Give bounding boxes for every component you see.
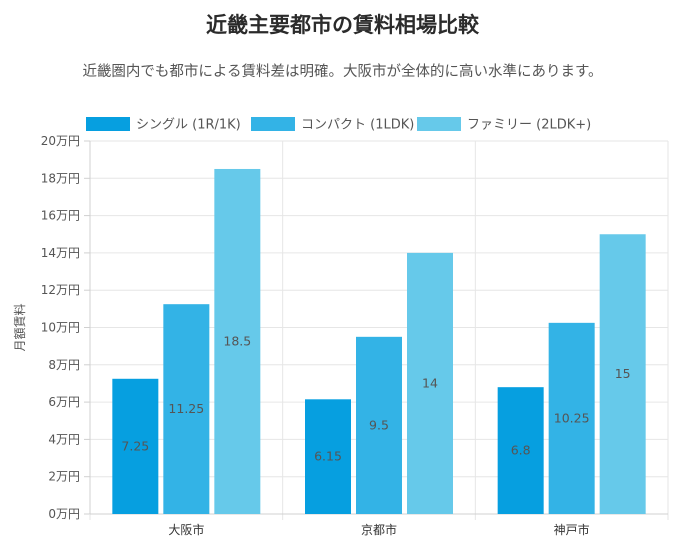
y-tick-label: 20万円	[41, 134, 80, 148]
legend-label: コンパクト (1LDK)	[301, 118, 414, 133]
x-tick-label: 京都市	[361, 522, 397, 537]
bar	[305, 399, 351, 514]
y-axis-title: 月額賃料	[12, 303, 27, 351]
y-tick-label: 2万円	[48, 470, 80, 484]
bar	[407, 252, 453, 514]
data-label: 18.5	[223, 333, 251, 348]
legend-swatch	[417, 117, 461, 131]
y-tick-label: 8万円	[48, 358, 80, 372]
data-label: 6.8	[511, 443, 531, 458]
data-label: 11.25	[168, 401, 204, 416]
chart-subtitle: 近畿圏内でも都市による賃料差は明確。大阪市が全体的に高い水準にあります。	[82, 64, 603, 80]
x-tick-label: 大阪市	[168, 522, 204, 537]
y-tick-label: 18万円	[41, 171, 80, 185]
chart-title: 近畿主要都市の賃料相場比較	[206, 13, 479, 37]
bar	[548, 322, 595, 514]
y-tick-label: 10万円	[41, 321, 80, 335]
y-tick-label: 14万円	[41, 246, 80, 260]
bar	[356, 336, 402, 514]
legend-swatch	[251, 117, 295, 131]
legend-swatch	[86, 117, 130, 131]
data-label: 14	[422, 375, 438, 390]
data-label: 9.5	[369, 417, 389, 432]
bar	[163, 304, 210, 514]
bar	[112, 378, 159, 514]
legend-label: ファミリー (2LDK+)	[467, 118, 591, 133]
y-tick-label: 6万円	[48, 395, 80, 409]
y-tick-label: 4万円	[48, 432, 80, 446]
y-tick-label: 12万円	[41, 283, 80, 297]
data-label: 7.25	[121, 438, 149, 453]
legend-label: シングル (1R/1K)	[136, 118, 241, 133]
bar	[214, 168, 261, 514]
y-tick-label: 0万円	[48, 507, 80, 521]
x-tick-label: 神戸市	[554, 522, 590, 537]
bar	[599, 234, 646, 514]
bar	[497, 387, 544, 514]
y-tick-label: 16万円	[41, 209, 80, 223]
data-label: 6.15	[314, 449, 342, 464]
data-label: 15	[615, 366, 631, 381]
data-label: 10.25	[554, 410, 590, 425]
